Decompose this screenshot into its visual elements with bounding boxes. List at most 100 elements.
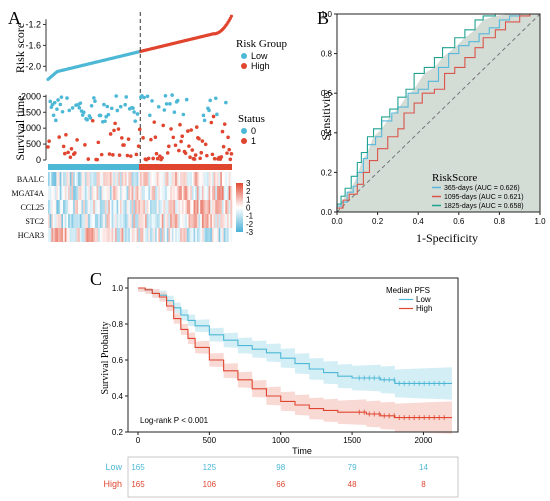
heatmap-cell [48, 200, 50, 214]
heatmap-cell [71, 200, 74, 214]
heatmap-cell [113, 214, 116, 228]
heatmap-cell [48, 186, 50, 200]
survival-time-point [136, 144, 141, 148]
survival-time-point [134, 152, 139, 157]
heatmap-cell [134, 172, 137, 186]
roc-y-tick-label: 1.0 [321, 10, 333, 19]
risk-score-ylabel: Risk score [13, 23, 27, 73]
group-bar-low [48, 164, 139, 170]
heatmap-cell [151, 200, 154, 214]
survival-time-point [57, 135, 61, 139]
heatmap-cell [191, 186, 194, 200]
legend-status-0-dot [241, 128, 247, 134]
heatmap-cell [145, 172, 147, 186]
survival-time-point [115, 108, 120, 113]
survival-time-point [104, 114, 108, 119]
heatmap-cell [103, 172, 106, 186]
heatmap-cell [185, 228, 188, 242]
heatmap-cell [190, 172, 193, 186]
heatmap-cell [146, 228, 149, 242]
heatmap-cell [63, 214, 66, 228]
heatmap-cell [59, 214, 62, 228]
heatmap-cell [201, 186, 204, 200]
heatmap-cell [116, 228, 119, 242]
heatmap-cell [170, 186, 173, 200]
heatmap-cell [203, 172, 206, 186]
roc-xlabel: 1-Specificity [416, 231, 478, 245]
heatmap-cell [146, 200, 149, 214]
heatmap-cell [188, 186, 191, 200]
heatmap-cell [106, 214, 109, 228]
heatmap-cell [96, 200, 99, 214]
survival-time-point [61, 144, 66, 149]
heatmap-cell [108, 186, 111, 200]
survival-time-point [202, 118, 207, 123]
legend-low-dot [241, 53, 247, 59]
heatmap-cell [71, 172, 74, 186]
risk-table-cell: 165 [131, 463, 145, 472]
heatmap-cell [188, 172, 191, 186]
heatmap-cell [203, 228, 206, 242]
survival-time-point [179, 139, 183, 144]
heatmap-cell [181, 200, 184, 214]
heatmap-cell [109, 228, 112, 242]
heatmap-cell [225, 172, 228, 186]
heatmap-cell [53, 214, 55, 228]
heatmap-cell [131, 228, 134, 242]
heatmap-cell [175, 200, 178, 214]
survival-time-point [46, 145, 50, 149]
heatmap-cell [215, 214, 218, 228]
heatmap-cell [53, 228, 55, 242]
roc-diagonal [336, 13, 541, 213]
survival-time-point [62, 151, 67, 156]
heatmap-cell [101, 214, 104, 228]
survival-time-point [207, 108, 211, 113]
survival-time-point [210, 152, 215, 157]
risk-group-legend: Risk Group Low High [236, 38, 288, 71]
survival-time-point [99, 152, 104, 157]
km-x-tick-label: 2000 [415, 436, 433, 445]
heatmap-cell [109, 172, 112, 186]
heatmap-cell [126, 186, 129, 200]
heatmap-cell [173, 228, 176, 242]
heatmap-cell [48, 228, 50, 242]
heatmap-cell [193, 172, 196, 186]
km-y-tick-label: 0.4 [112, 392, 124, 401]
heatmap-cell [216, 228, 219, 242]
heatmap-cell [226, 200, 229, 214]
heatmap-cell [210, 228, 213, 242]
survival-time-point [221, 144, 226, 149]
heatmap-cell [230, 228, 233, 242]
survival-time-point [187, 144, 191, 148]
heatmap-cell [81, 228, 84, 242]
heatmap-cell [99, 214, 102, 228]
survival-time-point [69, 146, 74, 151]
heatmap-cell [201, 214, 204, 228]
heatmap-cell [93, 228, 96, 242]
survival-time-point [199, 150, 204, 155]
heatmap-cell [168, 186, 171, 200]
heatmap-cell [218, 200, 221, 214]
heatmap-cell [163, 228, 166, 242]
roc-legend-label: 1095-days (AUC = 0.621) [444, 194, 524, 201]
heatmap-cell [213, 200, 216, 214]
heatmap-color-scale [236, 183, 243, 232]
heatmap-cell [51, 228, 54, 242]
heatmap-cell [141, 172, 144, 186]
heatmap-cell [183, 200, 186, 214]
heatmap-cell [205, 200, 208, 214]
risk-table-row-label: Low [105, 462, 122, 472]
risk-table-row-label: High [103, 479, 122, 489]
heatmap-cell [150, 172, 153, 186]
heatmap-cell [183, 172, 186, 186]
survival-time-point [219, 155, 224, 159]
heatmap-cell [86, 214, 89, 228]
heatmap-cell [221, 200, 224, 214]
heatmap-cell [156, 200, 159, 214]
heatmap-cell [109, 186, 112, 200]
heatmap-cell [53, 186, 55, 200]
heatmap-cell [140, 228, 142, 242]
heatmap-cell [193, 214, 196, 228]
heatmap-cell [190, 228, 193, 242]
heatmap-cell [158, 172, 161, 186]
